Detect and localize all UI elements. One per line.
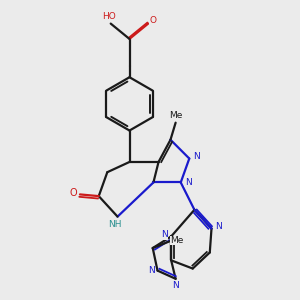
Text: N: N (161, 230, 168, 239)
Text: N: N (148, 266, 155, 275)
Text: N: N (194, 152, 200, 161)
Text: N: N (172, 281, 179, 290)
Text: Me: Me (170, 236, 183, 245)
Text: NH: NH (108, 220, 122, 229)
Text: N: N (185, 178, 192, 187)
Text: HO: HO (102, 12, 116, 21)
Text: O: O (69, 188, 77, 198)
Text: Me: Me (169, 111, 183, 120)
Text: N: N (215, 222, 222, 231)
Text: O: O (150, 16, 157, 25)
